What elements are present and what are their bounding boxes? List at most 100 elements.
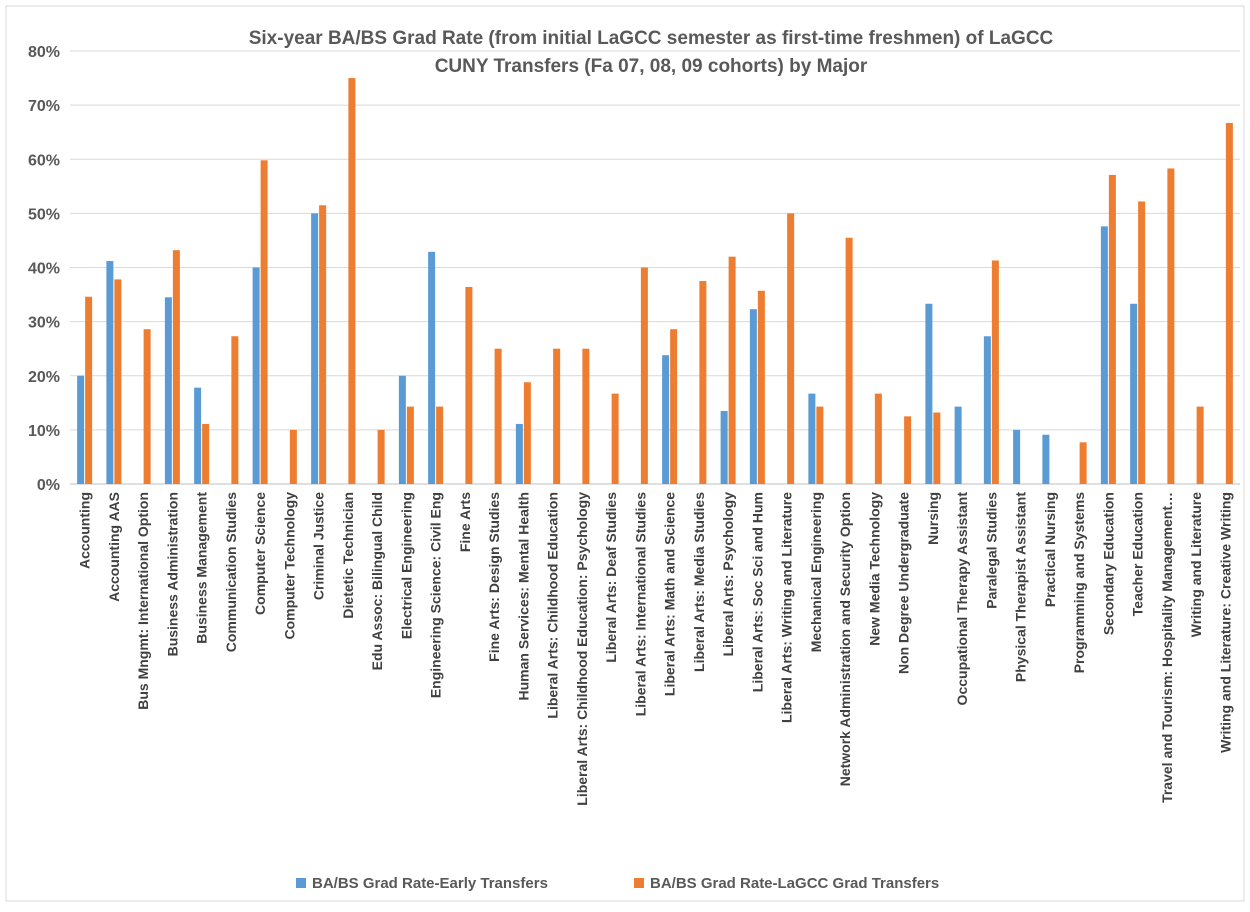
x-tick-label: Liberal Arts: Media Studies — [691, 492, 707, 672]
bar-early-transfers — [1130, 303, 1138, 484]
x-tick-label: Writing and Literature — [1188, 492, 1204, 637]
y-tick-label: 50% — [28, 206, 60, 223]
bar-lagcc-grad-transfers — [1196, 406, 1204, 484]
bars — [77, 78, 1233, 485]
x-tick-label: Human Services: Mental Health — [515, 492, 531, 701]
x-tick-label: Programming and Systems — [1071, 492, 1087, 673]
bar-lagcc-grad-transfers — [523, 382, 531, 484]
chart-title-line-1: Six-year BA/BS Grad Rate (from initial L… — [249, 28, 1054, 49]
legend-label: BA/BS Grad Rate-LaGCC Grad Transfers — [650, 875, 939, 892]
bar-early-transfers — [808, 393, 816, 484]
bar-early-transfers — [252, 267, 260, 484]
x-tick-label: Liberal Arts: Psychology — [720, 492, 736, 657]
x-tick-label: Liberal Arts: Childhood Education — [545, 492, 561, 719]
bar-lagcc-grad-transfers — [1225, 122, 1233, 484]
bar-early-transfers — [194, 387, 202, 484]
bar-early-transfers — [311, 213, 319, 484]
bar-early-transfers — [983, 336, 991, 484]
x-tick-label: Mechanical Engineering — [808, 492, 824, 652]
bar-lagcc-grad-transfers — [816, 406, 824, 484]
x-tick-label: Nursing — [925, 492, 941, 545]
x-tick-label: Fine Arts: Design Studies — [486, 492, 502, 662]
x-tick-label: Non Degree Undergraduate — [896, 492, 912, 674]
x-tick-label: Liberal Arts: Soc Sci and Hum — [749, 492, 765, 692]
x-tick-label: Electrical Engineering — [398, 492, 414, 639]
x-tick-label: Computer Science — [252, 492, 268, 615]
x-tick-label: Paralegal Studies — [983, 492, 999, 609]
x-tick-label: Accounting AAS — [106, 492, 122, 602]
x-tick-label: Accounting — [77, 492, 93, 569]
bar-early-transfers — [164, 297, 172, 484]
x-tick-label: Liberal Arts: Childhood Education: Psych… — [574, 492, 590, 806]
x-tick-label: Communication Studies — [223, 492, 239, 652]
x-tick-label: Computer Technology — [281, 492, 297, 640]
bar-lagcc-grad-transfers — [202, 423, 210, 484]
bar-lagcc-grad-transfers — [348, 78, 356, 484]
x-tick-label: Business Administration — [164, 492, 180, 656]
bar-lagcc-grad-transfers — [991, 260, 999, 484]
bar-lagcc-grad-transfers — [406, 406, 414, 484]
x-tick-label: Teacher Education — [1130, 492, 1146, 616]
y-tick-label: 80% — [28, 44, 60, 61]
bar-lagcc-grad-transfers — [845, 237, 853, 484]
bar-lagcc-grad-transfers — [904, 416, 912, 484]
x-tick-label: Writing and Literature: Creative Writing — [1217, 492, 1233, 753]
bar-lagcc-grad-transfers — [436, 406, 444, 484]
x-tick-label: Edu Assoc: Bilingual Child — [369, 492, 385, 670]
x-tick-label: New Media Technology — [866, 492, 882, 646]
bar-lagcc-grad-transfers — [757, 290, 765, 484]
bar-lagcc-grad-transfers — [231, 336, 239, 484]
y-tick-label: 40% — [28, 261, 60, 278]
bar-lagcc-grad-transfers — [1138, 201, 1146, 484]
bar-early-transfers — [1100, 226, 1108, 485]
x-tick-label: Criminal Justice — [311, 492, 327, 600]
y-tick-label: 70% — [28, 98, 60, 115]
bar-lagcc-grad-transfers — [114, 279, 122, 484]
bar-lagcc-grad-transfers — [260, 160, 268, 484]
y-tick-label: 20% — [28, 369, 60, 386]
x-tick-label: Secondary Education — [1100, 492, 1116, 635]
x-tick-label: Liberal Arts: Math and Science — [662, 492, 678, 696]
bar-lagcc-grad-transfers — [172, 250, 180, 484]
x-axis-tick-labels: Accounting Accounting AAS Bus Mngmt: Inter… — [77, 492, 1234, 806]
y-axis-tick-labels: 0% 10% 20% 30% 40% 50% 60% 70% 80% — [28, 44, 60, 494]
bar-lagcc-grad-transfers — [319, 205, 327, 484]
y-tick-label: 10% — [28, 423, 60, 440]
bar-early-transfers — [720, 410, 728, 484]
bar-early-transfers — [925, 303, 933, 484]
x-tick-label: Practical Nursing — [1042, 492, 1058, 607]
bar-lagcc-grad-transfers — [728, 256, 736, 484]
y-tick-label: 60% — [28, 152, 60, 169]
bar-lagcc-grad-transfers — [377, 429, 385, 484]
x-tick-label: Physical Therapist Assistant — [1013, 492, 1029, 682]
bar-early-transfers — [106, 261, 114, 484]
bar-lagcc-grad-transfers — [582, 348, 590, 484]
bar-lagcc-grad-transfers — [553, 348, 561, 484]
y-tick-label: 30% — [28, 315, 60, 332]
bar-early-transfers — [1013, 429, 1021, 484]
x-tick-label: Liberal Arts: Writing and Literature — [779, 492, 795, 723]
bar-lagcc-grad-transfers — [640, 267, 648, 484]
bar-lagcc-grad-transfers — [1079, 442, 1087, 484]
bar-lagcc-grad-transfers — [874, 393, 882, 484]
x-tick-label: Liberal Arts: International Studies — [632, 492, 648, 717]
bar-lagcc-grad-transfers — [494, 348, 502, 484]
x-tick-label: Network Administration and Security Opti… — [837, 492, 853, 786]
y-tick-label: 0% — [37, 477, 60, 494]
bar-lagcc-grad-transfers — [699, 281, 707, 484]
bar-lagcc-grad-transfers — [670, 329, 678, 484]
bar-lagcc-grad-transfers — [611, 393, 619, 484]
chart-title-line-2: CUNY Transfers (Fa 07, 08, 09 cohorts) b… — [435, 56, 868, 77]
bar-lagcc-grad-transfers — [1167, 168, 1175, 485]
x-tick-label: Travel and Tourism: Hospitality Manageme… — [1159, 492, 1175, 803]
bar-lagcc-grad-transfers — [1108, 174, 1116, 485]
bar-lagcc-grad-transfers — [143, 329, 151, 484]
x-tick-label: Business Management — [194, 492, 210, 644]
bar-early-transfers — [77, 375, 85, 484]
x-tick-label: Dietetic Technician — [340, 492, 356, 619]
bar-lagcc-grad-transfers — [933, 412, 941, 484]
bar-early-transfers — [954, 406, 962, 484]
chart-border — [5, 5, 1245, 902]
